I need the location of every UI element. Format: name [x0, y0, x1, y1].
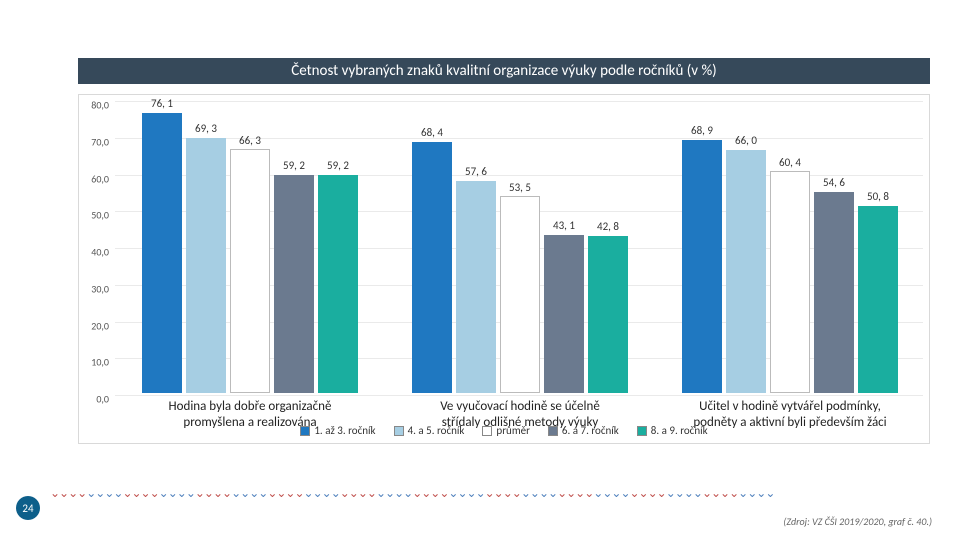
legend-item: 8. a 9. ročník [637, 424, 708, 437]
bar: 50, 8 [858, 206, 898, 393]
bar-value-label: 50, 8 [867, 190, 889, 203]
chart-title: Četnost vybraných znaků kvalitní organiz… [78, 58, 930, 84]
zigzag-segment: ⌄⌄⌄⌄ [86, 488, 122, 500]
bar-value-label: 68, 4 [421, 126, 443, 139]
bar-value-label: 59, 2 [327, 159, 349, 172]
legend-label: průměr [496, 424, 530, 437]
legend-item: průměr [482, 424, 530, 437]
bar-value-label: 66, 0 [735, 134, 757, 147]
zigzag-segment: ⌄⌄⌄⌄ [304, 488, 340, 500]
bar: 43, 1 [544, 235, 584, 393]
bar: 42, 8 [588, 236, 628, 393]
legend-swatch [482, 426, 492, 436]
legend-item: 6. a 7. ročník [548, 424, 619, 437]
zigzag-segment: ⌄⌄⌄⌄ [702, 488, 738, 500]
legend: 1. až 3. ročník 4. a 5. ročník průměr 6. a … [79, 424, 929, 437]
bar: 60, 4 [770, 171, 810, 393]
source-citation: (Zdroj: VZ ČŠI 2019/2020, graf č. 40.) [783, 515, 932, 528]
bar-value-label: 57, 6 [465, 165, 487, 178]
zigzag-segment: ⌄⌄⌄⌄ [231, 488, 267, 500]
bar-value-label: 76, 1 [151, 97, 173, 110]
bar-group: 68, 457, 653, 543, 142, 8 [385, 101, 655, 393]
gridline [115, 395, 923, 396]
bar: 53, 5 [500, 196, 540, 393]
bar: 76, 1 [142, 113, 182, 393]
zigzag-segment: ⌄⌄⌄⌄ [630, 488, 666, 500]
zigzag-segment: ⌄⌄⌄⌄ [448, 488, 484, 500]
bar-value-label: 54, 6 [823, 176, 845, 189]
bar: 59, 2 [274, 175, 314, 393]
bar-group: 68, 966, 060, 454, 650, 8 [655, 101, 925, 393]
zigzag-segment: ⌄⌄⌄⌄ [593, 488, 629, 500]
y-tick-label: 30,0 [79, 282, 109, 295]
y-tick-label: 80,0 [79, 99, 109, 112]
bar-value-label: 42, 8 [597, 220, 619, 233]
zigzag-segment: ⌄⌄⌄⌄ [557, 488, 593, 500]
legend-swatch [300, 426, 310, 436]
y-tick-label: 40,0 [79, 246, 109, 259]
bar: 54, 6 [814, 192, 854, 393]
y-tick-label: 20,0 [79, 319, 109, 332]
bar: 69, 3 [186, 138, 226, 393]
bar-value-label: 68, 9 [691, 124, 713, 137]
bar-value-label: 69, 3 [195, 122, 217, 135]
legend-swatch [394, 426, 404, 436]
bar: 68, 4 [412, 142, 452, 393]
bar-value-label: 53, 5 [509, 181, 531, 194]
bar: 59, 2 [318, 175, 358, 393]
bar-value-label: 66, 3 [239, 134, 261, 147]
zigzag-segment: ⌄⌄⌄⌄ [122, 488, 158, 500]
y-tick-label: 0,0 [79, 393, 109, 406]
legend-item: 4. a 5. ročník [394, 424, 465, 437]
legend-item: 1. až 3. ročník [300, 424, 375, 437]
bar-value-label: 59, 2 [283, 159, 305, 172]
bar-value-label: 43, 1 [553, 219, 575, 232]
zigzag-segment: ⌄⌄⌄⌄ [195, 488, 231, 500]
page-number-badge: 24 [16, 496, 40, 520]
zigzag-segment: ⌄⌄⌄⌄ [521, 488, 557, 500]
bar: 66, 0 [726, 150, 766, 393]
y-tick-label: 60,0 [79, 172, 109, 185]
decorative-zigzag: ⌄⌄⌄⌄⌄⌄⌄⌄⌄⌄⌄⌄⌄⌄⌄⌄⌄⌄⌄⌄⌄⌄⌄⌄⌄⌄⌄⌄⌄⌄⌄⌄⌄⌄⌄⌄⌄⌄⌄⌄… [50, 488, 930, 500]
bar-value-label: 60, 4 [779, 156, 801, 169]
zigzag-segment: ⌄⌄⌄⌄ [159, 488, 195, 500]
zigzag-segment: ⌄⌄⌄⌄ [412, 488, 448, 500]
legend-swatch [548, 426, 558, 436]
bar: 57, 6 [456, 181, 496, 393]
zigzag-segment: ⌄⌄⌄⌄ [376, 488, 412, 500]
zigzag-segment: ⌄⌄⌄⌄ [50, 488, 86, 500]
zigzag-segment: ⌄⌄⌄⌄ [340, 488, 376, 500]
zigzag-segment: ⌄⌄⌄⌄ [267, 488, 303, 500]
y-tick-label: 10,0 [79, 356, 109, 369]
zigzag-segment: ⌄⌄⌄⌄ [485, 488, 521, 500]
chart-container: 0,0 10,0 20,0 30,0 40,0 50,0 60,0 70,0 80,0 76, 1… [78, 94, 930, 444]
bar: 66, 3 [230, 149, 270, 393]
zigzag-segment: ⌄⌄⌄⌄ [738, 488, 774, 500]
y-tick-label: 70,0 [79, 135, 109, 148]
bar: 68, 9 [682, 140, 722, 393]
bar-group: 76, 169, 366, 359, 259, 2 [115, 101, 385, 393]
legend-label: 8. a 9. ročník [651, 424, 708, 437]
legend-swatch [637, 426, 647, 436]
legend-label: 6. a 7. ročník [562, 424, 619, 437]
zigzag-segment: ⌄⌄⌄⌄ [666, 488, 702, 500]
y-tick-label: 50,0 [79, 209, 109, 222]
legend-label: 1. až 3. ročník [314, 424, 375, 437]
legend-label: 4. a 5. ročník [408, 424, 465, 437]
